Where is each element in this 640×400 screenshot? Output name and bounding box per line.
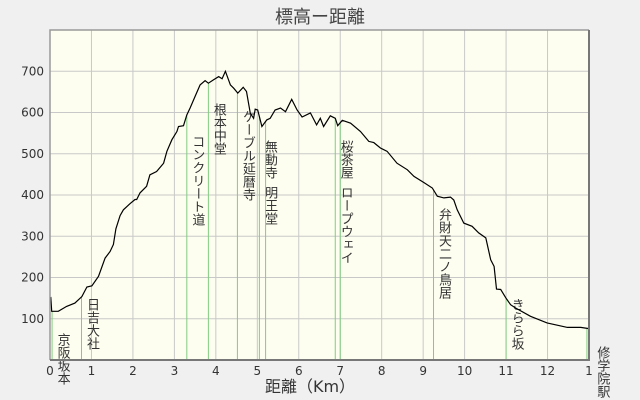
x-tick-label: 2 [129, 364, 137, 378]
x-tick-label: 5 [253, 364, 261, 378]
waypoint-label: 弁財天二ノ鳥居 [436, 208, 452, 299]
waypoint-label: 根本中堂 [211, 103, 227, 155]
x-tick-label: 10 [457, 364, 472, 378]
x-tick-label: 3 [171, 364, 179, 378]
x-tick-label: 6 [295, 364, 303, 378]
y-tick-label: 300 [21, 229, 44, 243]
y-tick-label: 600 [21, 106, 44, 120]
waypoint-label: 修学院駅 [594, 346, 610, 399]
waypoint-label: 無動寺 [262, 140, 278, 179]
chart-title: 標高ー距離 [275, 7, 365, 28]
y-tick-label: 200 [21, 271, 44, 285]
waypoint-label: きらら坂 [509, 298, 525, 350]
x-tick-label: 1 [88, 364, 96, 378]
elevation-line [49, 69, 590, 330]
x-axis-label: 距離（Km） [264, 377, 356, 396]
x-tick-label: 7 [336, 364, 344, 378]
waypoint-label: 日吉大社 [84, 298, 100, 350]
waypoint-label: コンクリート道 [189, 135, 205, 226]
waypoint-label: ケーブル延暦寺 [240, 110, 256, 201]
x-tick-label: 1 [585, 364, 593, 378]
y-tick-label: 500 [21, 147, 44, 161]
y-tick-label: 100 [21, 312, 44, 326]
waypoint-label: 明王堂 [262, 186, 278, 225]
waypoint-label: ロープウェイ [338, 186, 353, 264]
x-tick-label: 12 [540, 364, 555, 378]
x-tick-label: 4 [212, 364, 220, 378]
y-tick-label: 700 [21, 64, 44, 78]
x-tick-label: 9 [419, 364, 427, 378]
plot-border-bottom-right [50, 30, 590, 361]
x-tick-label: 11 [498, 364, 513, 378]
x-tick-label: 0 [46, 364, 54, 378]
plot-border-top-left [49, 29, 589, 360]
x-tick-label: 8 [378, 364, 386, 378]
y-tick-label: 400 [21, 188, 44, 202]
waypoint-label: 桜茶屋 [338, 140, 354, 180]
